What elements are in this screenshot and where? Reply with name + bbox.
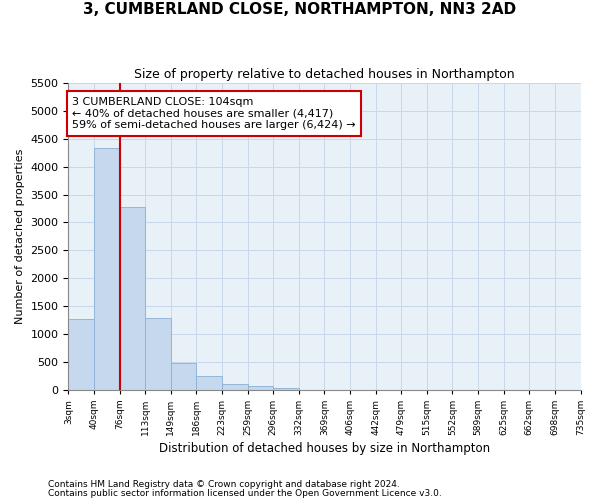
Text: 3, CUMBERLAND CLOSE, NORTHAMPTON, NN3 2AD: 3, CUMBERLAND CLOSE, NORTHAMPTON, NN3 2A… — [83, 2, 517, 18]
X-axis label: Distribution of detached houses by size in Northampton: Distribution of detached houses by size … — [159, 442, 490, 455]
Bar — [222, 384, 248, 390]
Bar — [171, 363, 196, 390]
Bar — [119, 207, 145, 390]
Text: Contains public sector information licensed under the Open Government Licence v3: Contains public sector information licen… — [48, 488, 442, 498]
Bar — [68, 319, 94, 390]
Text: 3 CUMBERLAND CLOSE: 104sqm
← 40% of detached houses are smaller (4,417)
59% of s: 3 CUMBERLAND CLOSE: 104sqm ← 40% of deta… — [72, 97, 356, 130]
Title: Size of property relative to detached houses in Northampton: Size of property relative to detached ho… — [134, 68, 515, 80]
Text: Contains HM Land Registry data © Crown copyright and database right 2024.: Contains HM Land Registry data © Crown c… — [48, 480, 400, 489]
Bar — [273, 388, 299, 390]
Bar — [145, 318, 171, 390]
Bar — [248, 386, 273, 390]
Y-axis label: Number of detached properties: Number of detached properties — [15, 148, 25, 324]
Bar — [94, 148, 119, 390]
Bar — [196, 376, 222, 390]
